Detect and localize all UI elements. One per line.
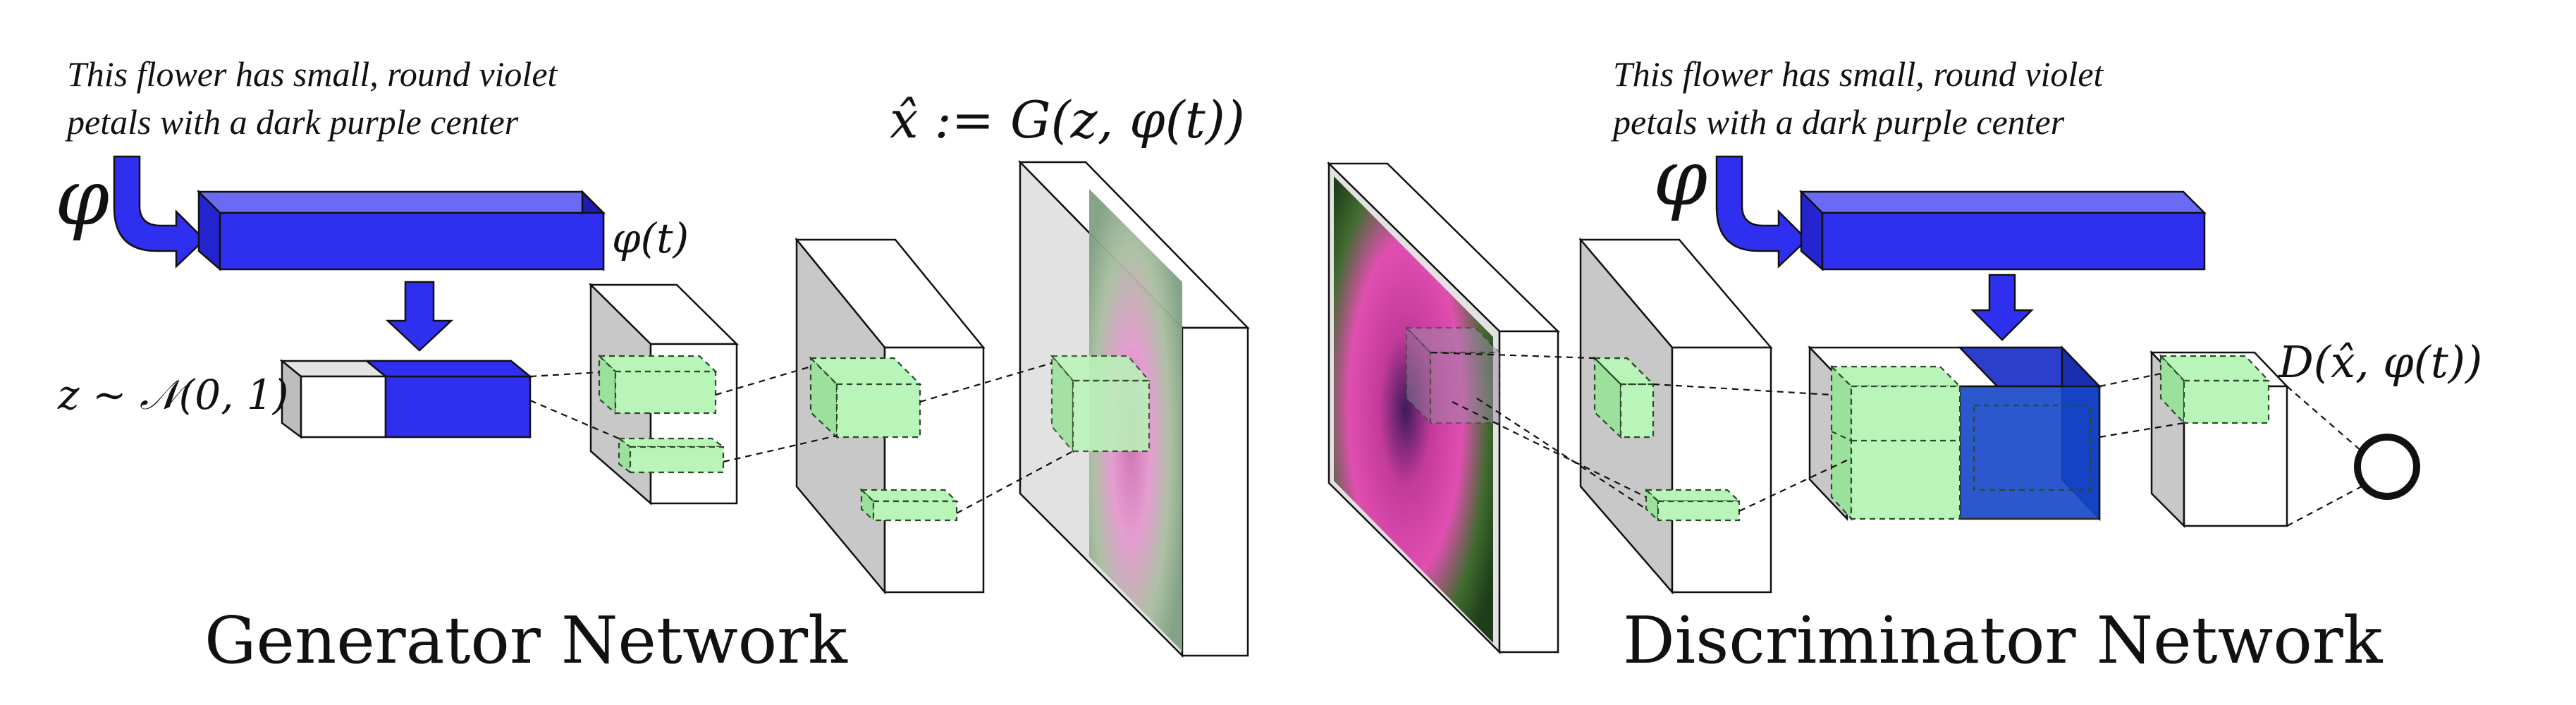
generator-phi-symbol: φ	[55, 152, 109, 243]
discriminator-output-node-icon	[2354, 434, 2420, 500]
feature-patch	[2159, 354, 2271, 425]
discriminator-down-arrow-icon	[1970, 274, 2035, 341]
discriminator-input-image	[1326, 161, 1561, 655]
generator-deconv-block-1	[588, 283, 740, 505]
feature-patch	[1644, 488, 1741, 522]
feature-patch	[1593, 356, 1655, 439]
generator-embedding-label: φ(t)	[612, 214, 689, 262]
discriminator-caption-line2: petals with a dark purple center	[1611, 102, 2065, 142]
generator-latent-vector	[279, 359, 533, 439]
feature-patch	[1829, 364, 1962, 521]
discriminator-conv-block-2	[2149, 350, 2289, 529]
generator-deconv-block-2	[795, 237, 986, 595]
discriminator-text-embedding-bar	[1798, 189, 2207, 271]
generator-connector-lines	[529, 362, 1074, 514]
discriminator-concat-block	[1808, 345, 2102, 522]
feature-patch	[809, 356, 922, 439]
feature-patch	[1404, 326, 1502, 425]
generator-output-label: x̂ := G(z, φ(t))	[890, 90, 1245, 149]
generator-phi-arrow-icon	[113, 155, 206, 269]
discriminator-conv-block-1	[1578, 237, 1773, 595]
feature-patch	[1050, 354, 1151, 453]
discriminator-phi-symbol: φ	[1653, 133, 1707, 223]
real-flower-image	[1334, 176, 1493, 643]
discriminator-phi-arrow-icon	[1715, 155, 1808, 269]
discriminator-output-label: D(x̂, φ(t))	[2278, 336, 2482, 388]
generator-network: This flower has small, round violet peta…	[55, 54, 1250, 678]
discriminator-title: Discriminator Network	[1623, 603, 2384, 678]
generator-output-image	[1018, 159, 1250, 658]
generator-title: Generator Network	[204, 603, 848, 678]
feature-patch	[616, 436, 726, 474]
generator-text-embedding-bar	[196, 189, 606, 271]
generator-down-arrow-icon	[385, 281, 454, 352]
discriminator-caption-line1: This flower has small, round violet	[1613, 54, 2104, 94]
generator-noise-label: z ∼ 𝒩(0, 1)	[57, 371, 289, 419]
feature-patch	[859, 488, 959, 522]
generator-caption-line2: petals with a dark purple center	[65, 102, 519, 142]
discriminator-network: This flower has small, round violet peta…	[1326, 54, 2482, 678]
generator-caption-line1: This flower has small, round violet	[67, 54, 558, 94]
discriminator-connector-lines	[1430, 351, 2362, 527]
feature-patch	[597, 354, 718, 415]
